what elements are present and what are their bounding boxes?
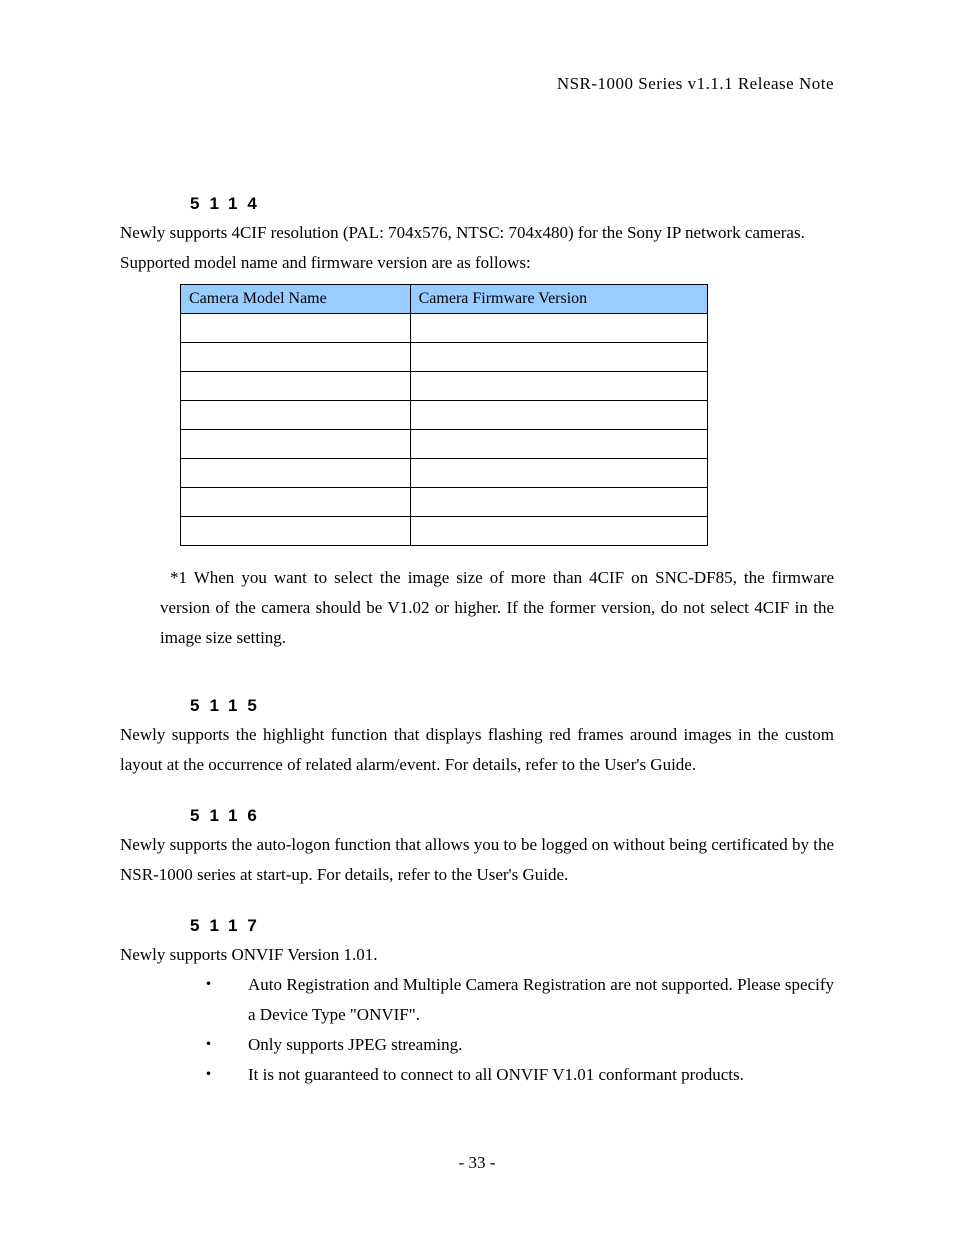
table-cell — [181, 401, 411, 430]
table-cell — [181, 343, 411, 372]
table-row — [181, 401, 708, 430]
page-header: NSR-1000 Series v1.1.1 Release Note — [120, 74, 834, 94]
table-cell — [410, 314, 707, 343]
table-row — [181, 459, 708, 488]
table-cell — [410, 517, 707, 546]
table-row — [181, 488, 708, 517]
table-cell — [181, 372, 411, 401]
table-cell — [410, 430, 707, 459]
table-row — [181, 372, 708, 401]
list-item: Only supports JPEG streaming. — [200, 1030, 834, 1060]
table-row — [181, 314, 708, 343]
table-cell — [181, 314, 411, 343]
section-heading-5117: 5117 — [190, 916, 834, 936]
list-item: It is not guaranteed to connect to all O… — [200, 1060, 834, 1090]
table-cell — [181, 430, 411, 459]
para-5117-1: Newly supports ONVIF Version 1.01. — [120, 940, 834, 970]
bullet-list-5117: Auto Registration and Multiple Camera Re… — [200, 970, 834, 1090]
table-header-row: Camera Model Name Camera Firmware Versio… — [181, 285, 708, 314]
table-cell — [410, 372, 707, 401]
table-header-model: Camera Model Name — [181, 285, 411, 314]
header-title: NSR-1000 Series v1.1.1 Release Note — [557, 74, 834, 93]
section-heading-5114: 5114 — [190, 194, 834, 214]
para-5114-1: Newly supports 4CIF resolution (PAL: 704… — [120, 218, 834, 248]
para-5115-1: Newly supports the highlight function th… — [120, 720, 834, 780]
section-heading-5115: 5115 — [190, 696, 834, 716]
camera-table: Camera Model Name Camera Firmware Versio… — [180, 284, 708, 546]
list-item: Auto Registration and Multiple Camera Re… — [200, 970, 834, 1030]
page: NSR-1000 Series v1.1.1 Release Note 5114… — [0, 0, 954, 1235]
para-5114-2: Supported model name and firmware versio… — [120, 248, 834, 278]
section-heading-5116: 5116 — [190, 806, 834, 826]
footnote-5114: *1 When you want to select the image siz… — [160, 563, 834, 653]
page-number: - 33 - — [0, 1153, 954, 1173]
table-cell — [181, 488, 411, 517]
para-5116-1: Newly supports the auto-logon function t… — [120, 830, 834, 890]
table-cell — [410, 488, 707, 517]
table-row — [181, 343, 708, 372]
table-row — [181, 517, 708, 546]
table-cell — [410, 459, 707, 488]
table-cell — [410, 401, 707, 430]
table-cell — [410, 343, 707, 372]
table-cell — [181, 517, 411, 546]
table-cell — [181, 459, 411, 488]
table-header-firmware: Camera Firmware Version — [410, 285, 707, 314]
table-row — [181, 430, 708, 459]
